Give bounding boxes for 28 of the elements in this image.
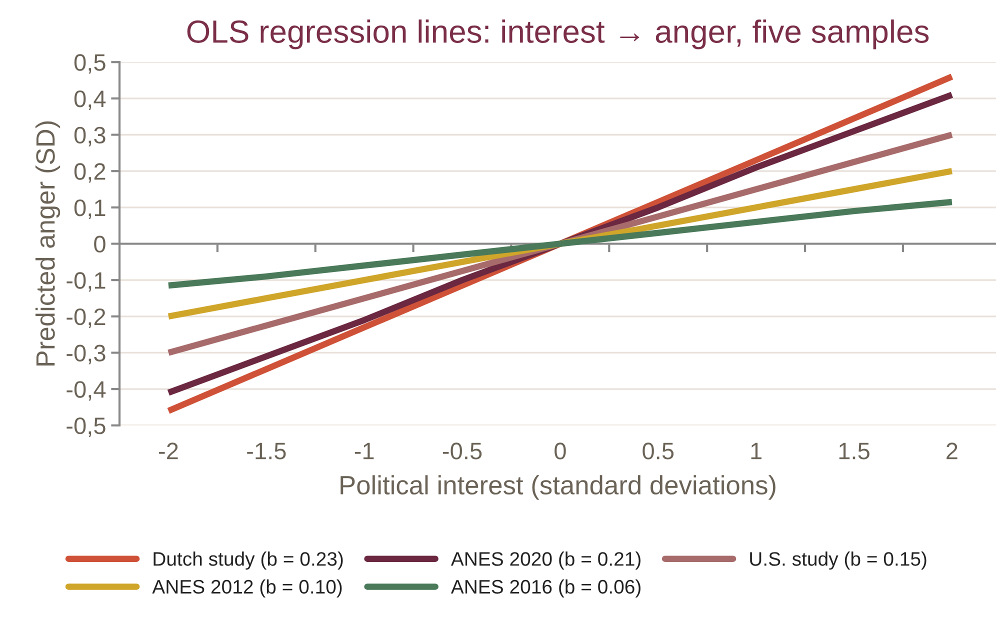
y-tick-label: -0,1 [66,272,106,292]
y-tick-label: -0,5 [66,417,106,437]
x-tick-label: 0.5 [642,442,674,460]
x-tick-label: -1.5 [247,442,286,460]
y-tick-label: 0,4 [74,90,106,110]
legend-label: U.S. study (b = 0.15) [750,552,926,570]
y-axis-title: Predicted anger (SD) [35,121,60,366]
y-tick-label: 0,3 [74,126,106,146]
legend-label: Dutch study (b = 0.23) [154,552,343,570]
y-tick-label: 0,5 [74,54,106,74]
x-tick-label: 0 [554,442,566,460]
x-tick-label: 1 [751,442,762,460]
x-tick-label: -0.5 [442,442,482,460]
y-tick-label: 0,2 [74,163,106,183]
y-tick-label: -0,2 [66,308,106,328]
legend-label: ANES 2016 (b = 0.06) [450,579,640,598]
y-tick-label: 0 [94,236,106,253]
x-tick-label: 1.5 [839,442,870,460]
legend-label: ANES 2012 (b = 0.10) [152,579,342,598]
y-tick-label: -0,3 [66,344,106,364]
y-tick-label: 0,1 [74,199,106,219]
x-axis-title: Political interest (standard deviations) [340,475,776,500]
x-tick-label: -2 [159,442,178,460]
x-tick-label: -1 [354,442,374,460]
legend-label: ANES 2020 (b = 0.21) [450,552,640,570]
y-tick-label: -0,4 [66,381,106,401]
chart-title: OLS regression lines: interest → anger, five samples [187,20,929,50]
x-tick-label: 2 [946,442,958,460]
